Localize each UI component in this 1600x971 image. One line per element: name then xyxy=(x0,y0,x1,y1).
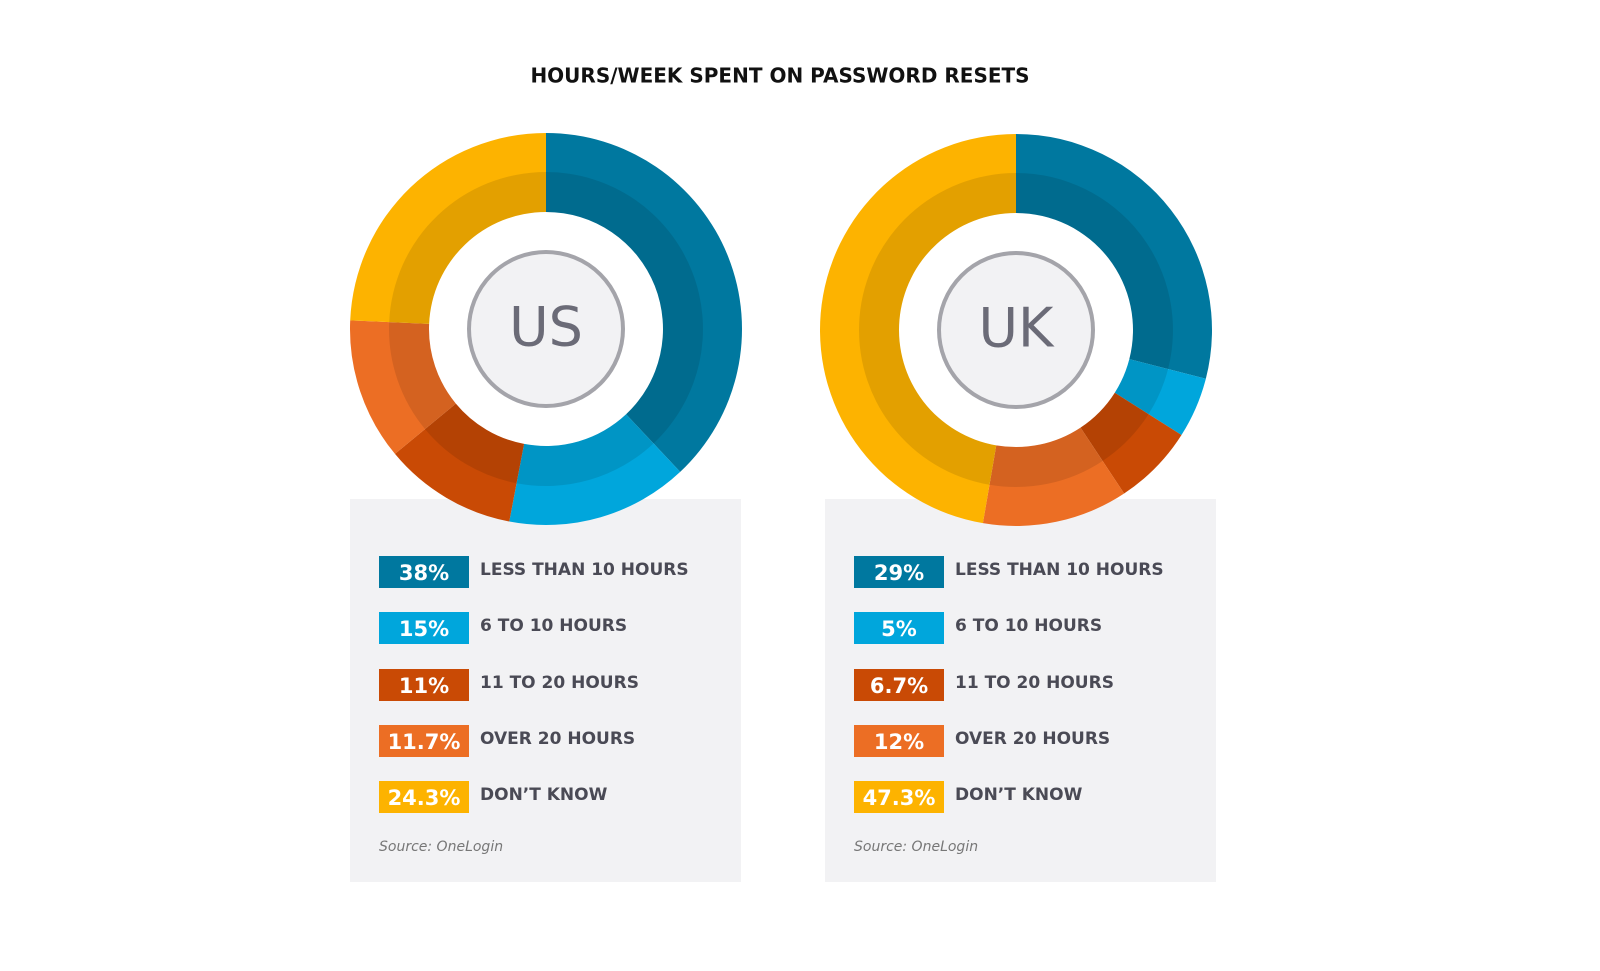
legend-label: 11 TO 20 HOURS xyxy=(955,673,1114,693)
donut-slice xyxy=(350,133,546,324)
donut-slice-shade xyxy=(546,172,703,444)
value-label: 29% xyxy=(874,561,924,585)
legend-label: 6 TO 10 HOURS xyxy=(480,616,627,636)
legend-swatch xyxy=(379,669,469,701)
center-label: US xyxy=(509,296,583,359)
donut-slice xyxy=(1114,359,1206,436)
legend-swatch xyxy=(854,725,944,757)
donut-slice-shade xyxy=(1016,173,1173,370)
center-label: UK xyxy=(979,297,1056,360)
legend-swatch xyxy=(854,781,944,813)
legend-label: 11 TO 20 HOURS xyxy=(480,673,639,693)
value-label: 24.3% xyxy=(388,786,461,810)
center-disc xyxy=(467,250,625,408)
legend-swatch xyxy=(379,781,469,813)
legend-swatch xyxy=(854,556,944,588)
donut-slice-shade xyxy=(1114,359,1169,415)
legend-label: OVER 20 HOURS xyxy=(480,729,635,749)
donut-slice-shade xyxy=(516,414,654,486)
donut-slice xyxy=(982,427,1125,526)
donut-slice xyxy=(819,134,1016,524)
donut-slice xyxy=(394,403,525,522)
donut-slice-shade xyxy=(389,322,456,430)
donut-slice-shade xyxy=(1080,392,1149,461)
legend-label: 6 TO 10 HOURS xyxy=(955,616,1102,636)
value-label: 11% xyxy=(399,674,449,698)
donut-slice-shade xyxy=(858,173,1016,485)
donut-slice xyxy=(350,320,456,454)
legend-swatch xyxy=(379,556,469,588)
donut-slice-shade xyxy=(389,172,546,324)
value-label: 11.7% xyxy=(388,730,461,754)
legend-label: DON’T KNOW xyxy=(955,785,1083,805)
value-label: 38% xyxy=(399,561,449,585)
value-label: 12% xyxy=(874,730,924,754)
chart-title: HOURS/WEEK SPENT ON PASSWORD RESETS xyxy=(530,64,1029,88)
value-label: 6.7% xyxy=(870,674,928,698)
legend-label: LESS THAN 10 HOURS xyxy=(480,560,689,580)
value-label: 47.3% xyxy=(863,786,936,810)
value-label: 15% xyxy=(399,617,449,641)
legend-label: LESS THAN 10 HOURS xyxy=(955,560,1164,580)
donut-slice xyxy=(1080,392,1182,494)
legend-swatch xyxy=(854,612,944,644)
source-note: Source: OneLogin xyxy=(854,839,978,855)
source-note: Source: OneLogin xyxy=(379,839,503,855)
legend-swatch xyxy=(854,669,944,701)
legend-swatch xyxy=(379,612,469,644)
donut-slice xyxy=(1016,134,1212,379)
legend-swatch xyxy=(379,725,469,757)
donut-slice-shade xyxy=(425,403,525,484)
donut-slice-shade xyxy=(989,427,1103,487)
donut-slice xyxy=(509,414,681,525)
legend-label: OVER 20 HOURS xyxy=(955,729,1110,749)
donut-slice xyxy=(546,133,742,472)
center-disc xyxy=(937,251,1095,409)
legend-label: DON’T KNOW xyxy=(480,785,608,805)
value-label: 5% xyxy=(881,617,917,641)
